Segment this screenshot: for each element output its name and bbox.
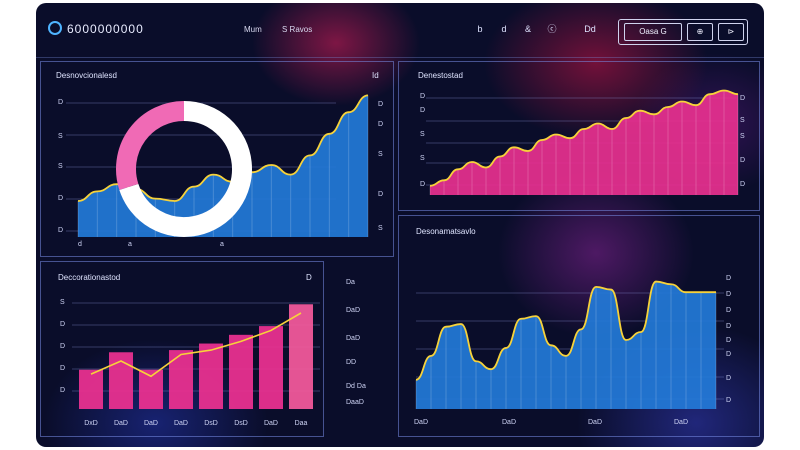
x-tick: DaD xyxy=(144,420,158,427)
x-tick: Daa xyxy=(295,420,308,427)
y-tick-right: D xyxy=(378,101,384,108)
y-tick: D xyxy=(60,365,66,372)
panel-corner-top-left: Id xyxy=(372,71,379,80)
mid-label: DD xyxy=(346,359,357,366)
x-tick: a xyxy=(128,241,132,248)
y-tick-right: D xyxy=(726,397,732,404)
y-tick: D xyxy=(420,93,426,100)
y-tick: D xyxy=(58,99,64,106)
y-tick: S xyxy=(58,163,63,170)
x-tick: DaD xyxy=(414,419,429,426)
y-tick: D xyxy=(60,343,66,350)
nav-item-1[interactable]: Mum xyxy=(244,25,262,34)
y-tick-right: D xyxy=(726,291,732,298)
y-tick-right: D xyxy=(740,95,746,102)
x-tick: DaD xyxy=(502,419,517,426)
y-tick-right: S xyxy=(378,225,383,232)
y-tick: S xyxy=(60,299,65,306)
y-tick: D xyxy=(60,387,66,394)
y-tick-right: S xyxy=(378,151,383,158)
y-tick-right: D xyxy=(740,157,746,164)
y-tick-right: D xyxy=(378,121,384,128)
logo-icon xyxy=(48,21,62,35)
settings-icon[interactable]: ⓒ xyxy=(547,24,557,34)
y-tick: S xyxy=(58,133,63,140)
top-left-series-area xyxy=(78,95,368,238)
bottom-right-series-area xyxy=(416,281,716,409)
panel-title-bottom-right: Desonamatsavlo xyxy=(416,227,476,236)
x-tick: DaD xyxy=(174,420,188,427)
panel-bottom-right xyxy=(398,215,760,437)
panel-top-right xyxy=(398,61,760,211)
panel-corner-bottom-left: D xyxy=(306,273,312,282)
x-tick: DaD xyxy=(674,419,689,426)
y-tick-right: D xyxy=(740,181,746,188)
y-tick-right: D xyxy=(726,375,732,382)
panel-title-bottom-left: Deccorationastod xyxy=(58,273,121,282)
bottom-right-series-line xyxy=(415,280,716,381)
y-tick: S xyxy=(420,155,425,162)
x-tick: DaD xyxy=(264,420,278,427)
toolbar-button-group: Oasa G ⊕ ⊳ xyxy=(618,19,748,45)
x-tick: a xyxy=(220,241,224,248)
y-tick: D xyxy=(420,107,426,114)
donut-slice xyxy=(116,101,185,191)
y-tick-right: D xyxy=(726,275,732,282)
bar xyxy=(79,369,103,409)
bar xyxy=(259,326,283,409)
top-bar: 6000000000 Mum S Ravos b d & ⓒ Dd Oasa G… xyxy=(36,3,764,58)
s-icon[interactable]: b xyxy=(477,24,483,34)
x-tick: DsD xyxy=(204,420,218,427)
mid-label: Dd Da xyxy=(346,383,366,390)
x-tick: DaD xyxy=(114,420,128,427)
y-tick-right: D xyxy=(726,323,732,330)
donut-slice xyxy=(119,101,252,237)
next-button[interactable]: ⊳ xyxy=(718,23,744,41)
mid-label: DaD xyxy=(346,335,361,342)
panel-top-left xyxy=(40,61,394,257)
dashboard-window: 6000000000 Mum S Ravos b d & ⓒ Dd Oasa G… xyxy=(36,3,764,447)
y-tick-right: D xyxy=(726,351,732,358)
y-tick: D xyxy=(420,181,426,188)
top-right-series-area xyxy=(430,90,738,195)
mid-label: DaaD xyxy=(346,399,364,406)
x-tick: DaD xyxy=(588,419,603,426)
primary-button[interactable]: Oasa G xyxy=(624,23,682,41)
mid-label: DaD xyxy=(346,307,361,314)
bar xyxy=(169,350,193,409)
x-tick: d xyxy=(78,241,82,248)
x-tick: DsD xyxy=(234,420,248,427)
panel-title-top-left: Desnovcionalesd xyxy=(56,71,117,80)
panel-bottom-left xyxy=(40,261,324,437)
refresh-icon[interactable]: d xyxy=(501,24,507,34)
add-button[interactable]: ⊕ xyxy=(687,23,713,41)
y-tick: S xyxy=(420,131,425,138)
y-tick-right: D xyxy=(726,337,732,344)
y-tick: D xyxy=(60,321,66,328)
y-tick-right: S xyxy=(740,133,745,140)
bar xyxy=(199,343,223,409)
brand-name: 6000000000 xyxy=(67,22,144,36)
y-tick: D xyxy=(58,195,64,202)
menu-icon[interactable]: Dd xyxy=(584,24,596,34)
y-tick: D xyxy=(58,227,64,234)
bar xyxy=(229,334,253,409)
y-tick-right: D xyxy=(378,191,384,198)
top-right-series-line xyxy=(429,89,739,187)
mid-label: Da xyxy=(346,279,355,286)
bar xyxy=(289,304,313,409)
grid-icon[interactable]: & xyxy=(524,24,531,34)
bar-trend-line xyxy=(90,312,302,378)
panel-title-top-right: Denestostad xyxy=(418,71,463,80)
nav-item-2[interactable]: S Ravos xyxy=(282,25,313,34)
charts-layer: DxD DaD DaD DaD DsD DsD DaD Daa xyxy=(66,89,739,427)
y-tick-right: D xyxy=(726,307,732,314)
y-tick-right: S xyxy=(740,117,745,124)
x-tick: DxD xyxy=(84,420,98,427)
